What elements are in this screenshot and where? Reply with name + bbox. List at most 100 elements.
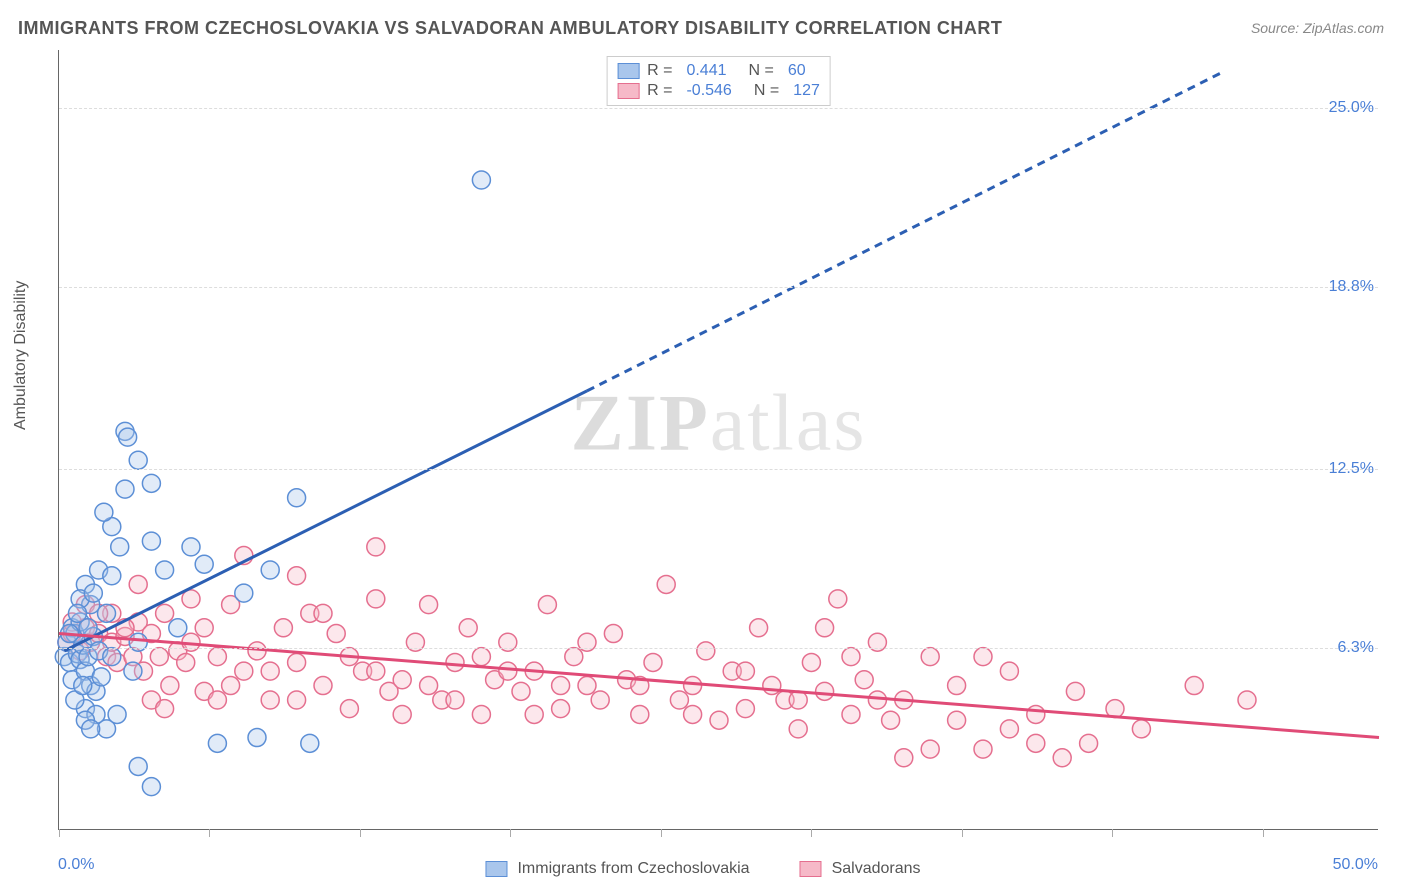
data-point xyxy=(631,705,649,723)
data-point xyxy=(948,711,966,729)
data-point xyxy=(314,604,332,622)
data-point xyxy=(142,532,160,550)
data-point xyxy=(1080,734,1098,752)
data-point xyxy=(921,740,939,758)
data-point xyxy=(974,740,992,758)
data-point xyxy=(222,677,240,695)
data-point xyxy=(288,653,306,671)
y-tick-label: 18.8% xyxy=(1329,278,1380,296)
data-point xyxy=(129,575,147,593)
data-point xyxy=(1066,682,1084,700)
data-point xyxy=(710,711,728,729)
data-point xyxy=(84,584,102,602)
data-point xyxy=(288,691,306,709)
data-point xyxy=(472,648,490,666)
data-point xyxy=(948,677,966,695)
data-point xyxy=(1000,720,1018,738)
data-point xyxy=(103,648,121,666)
trend-line-dashed xyxy=(587,73,1221,391)
data-point xyxy=(882,711,900,729)
legend-row-series-2: R = -0.546 N = 127 xyxy=(617,81,820,101)
bottom-legend-label-2: Salvadorans xyxy=(832,860,921,878)
data-point xyxy=(274,619,292,637)
data-point xyxy=(82,720,100,738)
x-axis-max-label: 50.0% xyxy=(1333,856,1378,874)
gridline xyxy=(59,648,1378,649)
data-point xyxy=(552,700,570,718)
chart-container: IMMIGRANTS FROM CZECHOSLOVAKIA VS SALVAD… xyxy=(0,0,1406,892)
data-point xyxy=(92,668,110,686)
data-point xyxy=(142,474,160,492)
correlation-legend: R = 0.441 N = 60 R = -0.546 N = 127 xyxy=(606,56,831,106)
data-point xyxy=(921,648,939,666)
x-tick xyxy=(811,829,812,837)
source-label: Source: ZipAtlas.com xyxy=(1251,20,1384,36)
swatch-series-1 xyxy=(617,63,639,79)
bottom-legend: Immigrants from Czechoslovakia Salvadora… xyxy=(485,860,920,878)
data-point xyxy=(697,642,715,660)
data-point xyxy=(108,705,126,723)
data-point xyxy=(591,691,609,709)
data-point xyxy=(459,619,477,637)
data-point xyxy=(327,625,345,643)
legend-n-value-1: 60 xyxy=(788,62,806,80)
data-point xyxy=(195,555,213,573)
data-point xyxy=(261,662,279,680)
data-point xyxy=(156,604,174,622)
data-point xyxy=(103,567,121,585)
x-tick xyxy=(1263,829,1264,837)
data-point xyxy=(195,619,213,637)
data-point xyxy=(895,749,913,767)
data-point xyxy=(446,691,464,709)
data-point xyxy=(974,648,992,666)
data-point xyxy=(420,596,438,614)
x-axis-min-label: 0.0% xyxy=(58,856,94,874)
data-point xyxy=(736,700,754,718)
gridline xyxy=(59,469,1378,470)
data-point xyxy=(816,619,834,637)
data-point xyxy=(1132,720,1150,738)
data-point xyxy=(98,604,116,622)
data-point xyxy=(150,648,168,666)
gridline xyxy=(59,287,1378,288)
data-point xyxy=(169,619,187,637)
swatch-series-2 xyxy=(800,861,822,877)
data-point xyxy=(1238,691,1256,709)
data-point xyxy=(261,691,279,709)
data-point xyxy=(393,671,411,689)
data-point xyxy=(288,567,306,585)
data-point xyxy=(1027,734,1045,752)
bottom-legend-item-2: Salvadorans xyxy=(800,860,921,878)
data-point xyxy=(1185,677,1203,695)
data-point xyxy=(855,671,873,689)
data-point xyxy=(393,705,411,723)
data-point xyxy=(499,662,517,680)
data-point xyxy=(367,538,385,556)
data-point xyxy=(74,677,92,695)
legend-r-label: R = xyxy=(647,82,672,100)
data-point xyxy=(367,662,385,680)
data-point xyxy=(670,691,688,709)
data-point xyxy=(512,682,530,700)
data-point xyxy=(111,538,129,556)
legend-row-series-1: R = 0.441 N = 60 xyxy=(617,61,820,81)
data-point xyxy=(789,720,807,738)
data-point xyxy=(142,778,160,796)
data-point xyxy=(177,653,195,671)
data-point xyxy=(129,451,147,469)
plot-area: ZIPatlas R = 0.441 N = 60 R = -0.546 N =… xyxy=(58,50,1378,830)
x-tick xyxy=(962,829,963,837)
data-point xyxy=(314,677,332,695)
data-point xyxy=(829,590,847,608)
data-point xyxy=(472,705,490,723)
data-point xyxy=(301,734,319,752)
legend-n-value-2: 127 xyxy=(793,82,820,100)
data-point xyxy=(472,171,490,189)
data-point xyxy=(552,677,570,695)
data-point xyxy=(235,662,253,680)
data-point xyxy=(116,480,134,498)
gridline xyxy=(59,108,1378,109)
data-point xyxy=(525,705,543,723)
y-tick-label: 12.5% xyxy=(1329,460,1380,478)
y-tick-label: 25.0% xyxy=(1329,99,1380,117)
